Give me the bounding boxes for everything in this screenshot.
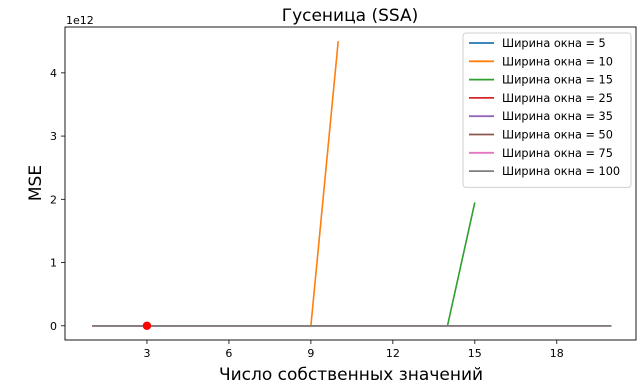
x-axis-label: Число собственных значений bbox=[219, 365, 483, 385]
legend-label: Ширина окна = 75 bbox=[502, 147, 613, 160]
legend-label: Ширина окна = 15 bbox=[502, 74, 613, 87]
plot-area bbox=[92, 41, 612, 330]
y-tick-label: 1 bbox=[50, 257, 57, 270]
y-tick-label: 0 bbox=[50, 320, 57, 333]
legend-label: Ширина окна = 50 bbox=[502, 129, 613, 142]
y-tick-label: 2 bbox=[50, 193, 57, 206]
highlight-point bbox=[142, 321, 152, 330]
y-ticks: 0 1 2 3 4 bbox=[50, 67, 65, 333]
legend-label: Ширина окна = 5 bbox=[502, 37, 606, 50]
x-ticks: 3 6 9 12 15 18 bbox=[143, 340, 564, 360]
y-tick-label: 3 bbox=[50, 130, 57, 143]
legend-label: Ширина окна = 25 bbox=[502, 92, 613, 105]
plot-frame bbox=[64, 26, 637, 341]
x-tick-label: 18 bbox=[550, 347, 564, 360]
chart-title: Гусеница (SSA) bbox=[282, 6, 419, 26]
y-axis-label: MSE bbox=[26, 165, 46, 201]
legend-label: Ширина окна = 35 bbox=[502, 110, 613, 123]
y-offset-label: 1e12 bbox=[66, 14, 94, 27]
x-tick-label: 15 bbox=[468, 347, 482, 360]
series-line-3 bbox=[92, 202, 476, 327]
legend-label: Ширина окна = 10 bbox=[502, 55, 613, 68]
series-line-2 bbox=[92, 41, 340, 327]
x-tick-label: 3 bbox=[143, 347, 150, 360]
x-tick-label: 12 bbox=[386, 347, 400, 360]
legend: Ширина окна = 5 Ширина окна = 10 Ширина ок… bbox=[462, 32, 632, 188]
legend-label: Ширина окна = 100 bbox=[502, 165, 620, 178]
y-tick-label: 4 bbox=[50, 67, 57, 80]
x-tick-label: 6 bbox=[225, 347, 232, 360]
x-tick-label: 9 bbox=[307, 347, 314, 360]
legend-frame bbox=[462, 32, 632, 188]
